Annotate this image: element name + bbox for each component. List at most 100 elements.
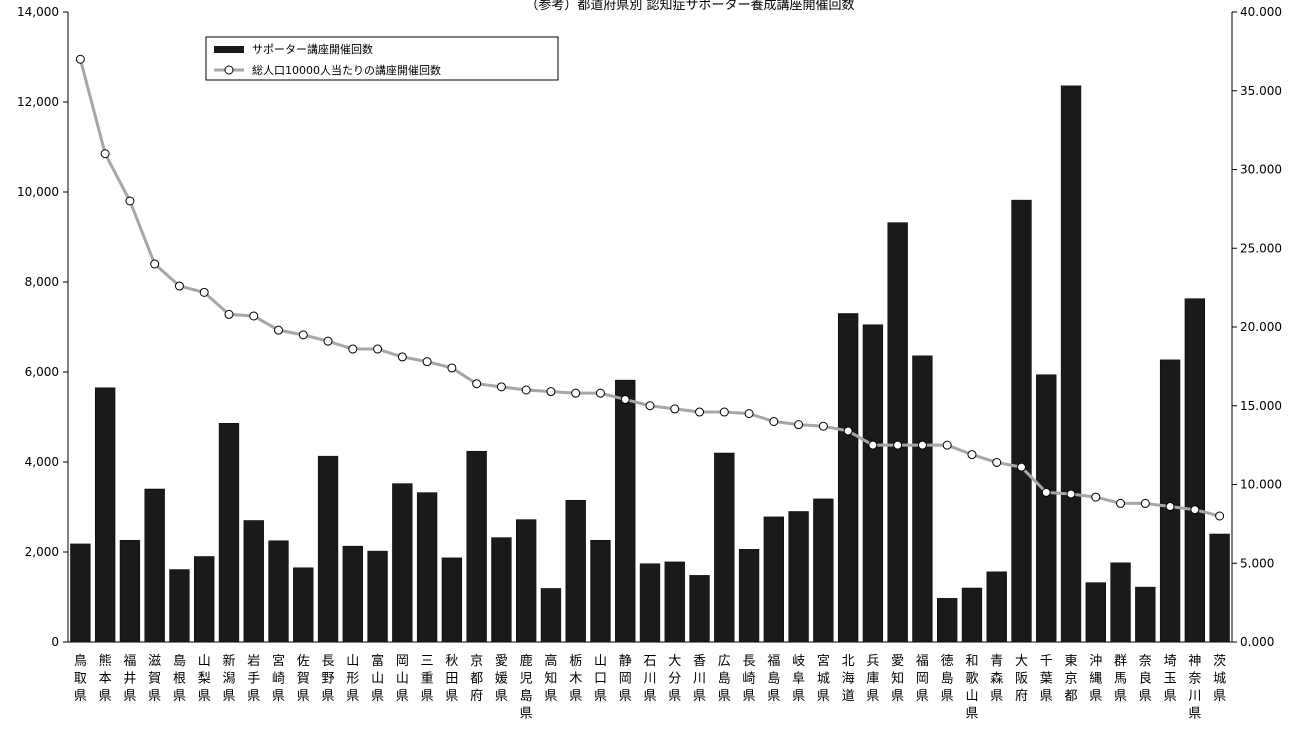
line-point — [298, 330, 308, 340]
bar — [516, 519, 537, 643]
bar — [119, 540, 141, 643]
bar — [144, 488, 165, 643]
bar — [813, 498, 834, 643]
line-point — [125, 196, 135, 206]
x-tick-label: 熊本県 — [99, 653, 112, 704]
line-point — [620, 394, 630, 404]
line-point — [422, 357, 432, 367]
x-tick-label: 佐賀県 — [297, 654, 310, 704]
y-left-tick-label: 8,000 — [25, 275, 59, 289]
y-left-tick-label: 2,000 — [25, 545, 59, 559]
y-left-tick-label: 14,000 — [17, 5, 59, 19]
line-point — [75, 54, 85, 64]
x-tick-label: 茨城県 — [1213, 654, 1226, 704]
line-point — [1116, 498, 1126, 508]
line-point — [521, 385, 531, 395]
bar — [1036, 374, 1057, 643]
line-point — [1041, 487, 1051, 497]
x-tick-label: 高知県 — [544, 653, 557, 704]
line-point — [670, 404, 680, 414]
x-tick-label: 長野県 — [322, 654, 335, 704]
bar — [1085, 582, 1106, 643]
x-tick-label: 鳥取県 — [74, 654, 87, 704]
x-tick-label: 福島県 — [767, 654, 780, 704]
x-tick-label: 徳島県 — [941, 654, 954, 704]
x-tick-label: 鹿児島県 — [520, 653, 533, 722]
line-point — [942, 440, 952, 450]
bar — [392, 483, 413, 643]
bar — [94, 387, 116, 643]
y-left-tick-label: 0 — [51, 635, 59, 649]
legend: サポーター講座開催回数 総人口10000人当たりの講座開催回数 — [205, 36, 559, 81]
bar — [169, 569, 190, 643]
line-point — [818, 421, 828, 431]
tick-labels: 0 2,000 4,000 6,000 8,000 10,000 12,000 14,000 0… — [17, 5, 1282, 649]
line-point — [893, 440, 903, 450]
x-tick-label: 神奈川県 — [1188, 654, 1201, 722]
line-point — [917, 440, 927, 450]
chart-title: （参考）都道府県別 認知症サポーター養成講座開催回数 — [525, 0, 854, 13]
y-right-tick-label: 20.000 — [1240, 320, 1282, 334]
bar — [441, 557, 463, 643]
line-point — [843, 426, 853, 436]
line-point — [100, 149, 110, 159]
line-point — [199, 287, 209, 297]
bar — [317, 455, 339, 643]
bar — [367, 550, 388, 643]
bar — [218, 423, 240, 643]
line-point — [174, 281, 184, 291]
bar — [342, 545, 363, 643]
x-tick-label: 新潟県 — [222, 653, 235, 704]
legend-bar-swatch — [214, 46, 244, 53]
y-right-tick-label: 30.000 — [1240, 163, 1282, 177]
x-tick-label: 福岡県 — [916, 654, 929, 704]
x-tick-label: 兵庫県 — [866, 654, 879, 704]
line-point — [1215, 511, 1225, 521]
x-tick-label: 埼玉県 — [1164, 654, 1177, 704]
x-tick-label: 岡山県 — [396, 654, 409, 704]
bar — [912, 355, 933, 643]
bar — [243, 520, 264, 643]
x-tick-label: 京都府 — [470, 654, 483, 704]
x-tick-label: 三重県 — [421, 654, 434, 704]
bar — [1184, 298, 1206, 643]
x-tick-label: 大阪府 — [1015, 654, 1028, 704]
y-right-tick-label: 15.000 — [1240, 399, 1282, 413]
y-right-tick-label: 0.000 — [1240, 635, 1274, 649]
bar — [961, 587, 983, 643]
x-tick-label: 長崎県 — [743, 654, 756, 704]
y-right-tick-label: 5.000 — [1240, 556, 1274, 570]
x-tick-label: 奈良県 — [1139, 654, 1152, 704]
bar — [565, 500, 586, 643]
x-tick-label: 香川県 — [693, 654, 706, 704]
legend-line-marker — [224, 65, 234, 75]
bar — [788, 511, 809, 643]
bar — [194, 556, 215, 643]
line-point — [1091, 492, 1101, 502]
line-point — [249, 311, 259, 321]
line-point — [472, 379, 482, 389]
bar — [540, 588, 562, 643]
x-tick-label: 広島県 — [718, 654, 731, 704]
bar — [268, 540, 289, 643]
y-left-tick-label: 12,000 — [17, 95, 59, 109]
line-point — [496, 382, 506, 392]
bar — [615, 379, 636, 643]
bar — [1135, 586, 1156, 643]
x-tick-label: 大分県 — [668, 654, 681, 704]
y-right-tick-label: 40.000 — [1240, 5, 1282, 19]
x-tick-label: 岩手県 — [247, 654, 260, 704]
bar — [1159, 359, 1181, 643]
x-tick-label: 山口県 — [594, 654, 607, 704]
line-point — [744, 409, 754, 419]
x-tick-label: 静岡県 — [619, 654, 632, 704]
bar — [1209, 533, 1230, 643]
category-labels: 鳥取県熊本県福井県滋賀県島根県山梨県新潟県岩手県宮崎県佐賀県長野県山形県富山県岡… — [74, 653, 1226, 722]
title-group: （参考）都道府県別 認知症サポーター養成講座開催回数 — [525, 0, 854, 13]
line-point — [992, 457, 1002, 467]
legend-label-line: 総人口10000人当たりの講座開催回数 — [252, 63, 441, 77]
x-tick-label: 富山県 — [371, 653, 384, 704]
bar — [416, 492, 438, 643]
bar — [738, 549, 760, 643]
